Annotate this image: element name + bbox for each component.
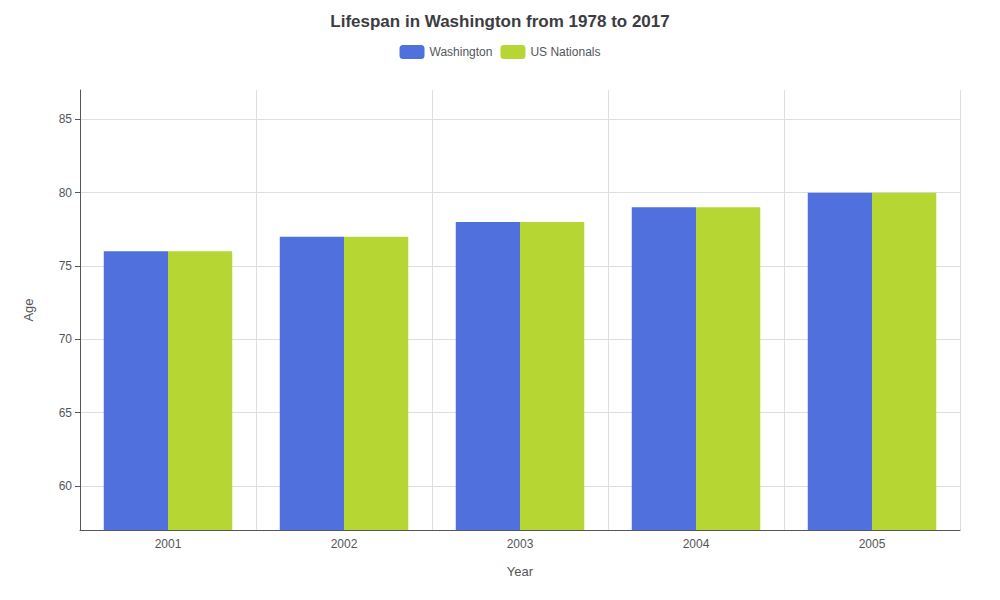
svg-text:80: 80	[59, 186, 73, 200]
svg-text:Washington: Washington	[430, 45, 493, 59]
svg-text:85: 85	[59, 112, 73, 126]
svg-text:60: 60	[59, 479, 73, 493]
svg-text:Lifespan in Washington from 19: Lifespan in Washington from 1978 to 2017	[330, 12, 669, 31]
svg-text:2001: 2001	[155, 537, 182, 551]
svg-text:70: 70	[59, 332, 73, 346]
svg-text:2004: 2004	[683, 537, 710, 551]
svg-text:2003: 2003	[507, 537, 534, 551]
svg-text:75: 75	[59, 259, 73, 273]
svg-text:2005: 2005	[859, 537, 886, 551]
svg-text:Year: Year	[507, 564, 534, 579]
svg-text:US Nationals: US Nationals	[530, 45, 600, 59]
svg-text:Age: Age	[21, 298, 36, 321]
svg-text:2002: 2002	[331, 537, 358, 551]
svg-text:65: 65	[59, 406, 73, 420]
